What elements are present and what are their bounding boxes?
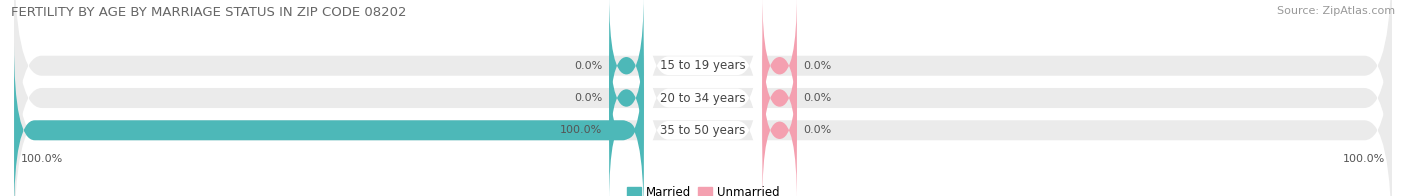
FancyBboxPatch shape — [762, 0, 797, 138]
Text: 0.0%: 0.0% — [804, 61, 832, 71]
FancyBboxPatch shape — [644, 27, 762, 196]
Text: Source: ZipAtlas.com: Source: ZipAtlas.com — [1277, 6, 1395, 16]
Text: 0.0%: 0.0% — [804, 93, 832, 103]
Text: 0.0%: 0.0% — [804, 125, 832, 135]
FancyBboxPatch shape — [609, 58, 644, 196]
FancyBboxPatch shape — [644, 0, 762, 196]
FancyBboxPatch shape — [762, 26, 797, 170]
Text: FERTILITY BY AGE BY MARRIAGE STATUS IN ZIP CODE 08202: FERTILITY BY AGE BY MARRIAGE STATUS IN Z… — [11, 6, 406, 19]
FancyBboxPatch shape — [609, 0, 644, 138]
Text: 15 to 19 years: 15 to 19 years — [661, 59, 745, 72]
FancyBboxPatch shape — [14, 11, 1392, 196]
Text: 100.0%: 100.0% — [21, 153, 63, 163]
FancyBboxPatch shape — [609, 26, 644, 170]
FancyBboxPatch shape — [14, 44, 644, 196]
FancyBboxPatch shape — [14, 0, 1392, 185]
FancyBboxPatch shape — [644, 0, 762, 169]
Text: 100.0%: 100.0% — [560, 125, 602, 135]
Text: 0.0%: 0.0% — [574, 93, 602, 103]
Text: 100.0%: 100.0% — [1343, 153, 1385, 163]
FancyBboxPatch shape — [14, 0, 1392, 196]
FancyBboxPatch shape — [762, 58, 797, 196]
Text: 35 to 50 years: 35 to 50 years — [661, 124, 745, 137]
Text: 0.0%: 0.0% — [574, 61, 602, 71]
Text: 20 to 34 years: 20 to 34 years — [661, 92, 745, 104]
Legend: Married, Unmarried: Married, Unmarried — [621, 182, 785, 196]
